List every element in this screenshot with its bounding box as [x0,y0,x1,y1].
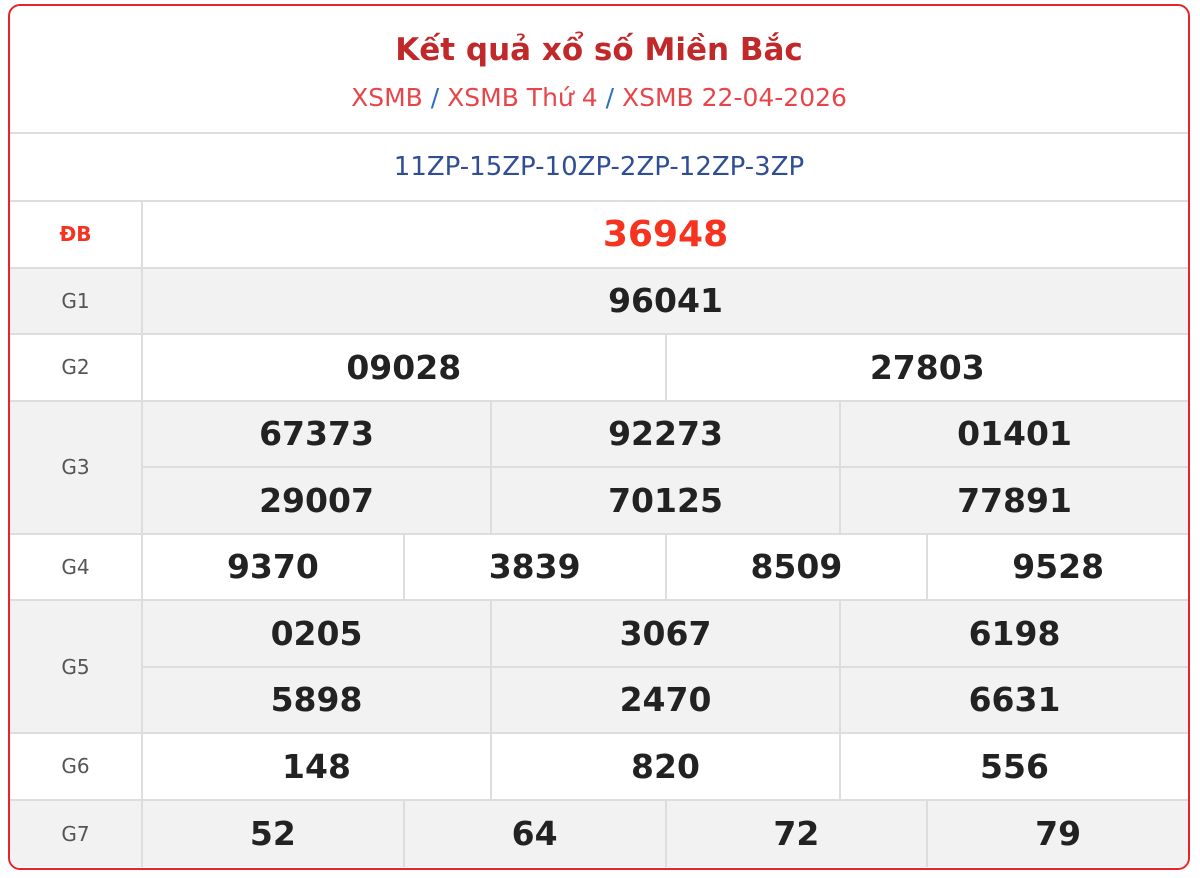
prize-values: 36948 [143,202,1188,267]
prize-number: 3839 [402,534,665,599]
prize-values: 96041 [143,269,1188,334]
prize-row-g5: G5 0205 3067 6198 5898 2470 6631 [10,601,1188,734]
prize-number: 79 [926,800,1188,867]
prize-number: 8509 [664,534,927,599]
results-card: Kết quả xổ số Miền Bắc XSMB / XSMB Thứ 4… [8,4,1190,870]
prize-label: G2 [10,335,143,400]
prize-number: 52 [249,814,296,854]
prize-number: 148 [282,746,351,786]
prize-subrow: 5898 2470 6631 [143,665,1188,732]
breadcrumb-separator: / [605,83,615,112]
prize-subrow: 0205 3067 6198 [143,601,1188,666]
prize-number: 0205 [270,613,363,653]
prize-subrow: 9370 3839 8509 9528 [143,534,1188,599]
prize-values: 148 820 556 [143,734,1188,799]
prize-row-g1: G1 96041 [10,268,1188,335]
prize-number: 5898 [270,680,363,720]
prize-number: 9528 [926,534,1188,599]
breadcrumb-link-date[interactable]: XSMB 22-04-2026 [621,83,847,112]
prize-label: G5 [10,601,143,732]
ticket-codes: 11ZP-15ZP-10ZP-2ZP-12ZP-3ZP [10,134,1188,202]
prize-number: 3067 [490,601,839,666]
prize-label: G3 [10,401,143,533]
prize-number: 92273 [490,401,839,466]
prize-number: 09028 [346,347,462,387]
prize-number: 64 [402,800,665,867]
prize-number: 96041 [608,281,723,321]
prize-subrow: 96041 [143,269,1188,334]
prize-number: 6198 [839,601,1188,666]
breadcrumb-separator: / [430,83,440,112]
prize-subrow: 148 820 556 [143,734,1188,799]
header: Kết quả xổ số Miền Bắc XSMB / XSMB Thứ 4… [10,6,1188,134]
prize-number: 2470 [490,667,839,732]
prize-row-g7: G7 52 64 72 79 [10,800,1188,867]
prize-subrow: 36948 [143,202,1188,267]
prize-label: G4 [10,534,143,599]
prize-label: ĐB [10,202,143,267]
prize-row-db: ĐB 36948 [10,202,1188,269]
prize-number: 9370 [226,547,319,587]
prize-subrow: 67373 92273 01401 [143,401,1188,466]
results-table: ĐB 36948 G1 96041 G2 09028 27803 G3 67373 92273 01… [10,202,1188,867]
prize-number: 27803 [664,335,1189,400]
prize-values: 52 64 72 79 [143,800,1188,867]
prize-number: 6631 [839,667,1188,732]
prize-number: 29007 [259,480,374,520]
prize-row-g3: G3 67373 92273 01401 29007 70125 77891 [10,401,1188,535]
prize-label: G1 [10,268,143,333]
prize-row-g2: G2 09028 27803 [10,335,1188,402]
prize-number: 70125 [490,468,839,533]
prize-subrow: 29007 70125 77891 [143,466,1188,533]
prize-number: 556 [839,734,1188,799]
prize-label: G6 [10,734,143,799]
prize-row-g4: G4 9370 3839 8509 9528 [10,534,1188,601]
page-title: Kết quả xổ số Miền Bắc [395,32,803,68]
prize-values: 67373 92273 01401 29007 70125 77891 [143,401,1188,533]
prize-number: 72 [664,800,927,867]
special-prize-number: 36948 [602,213,729,255]
prize-label: G7 [10,800,143,867]
prize-number: 67373 [259,414,374,454]
breadcrumb-link-weekday[interactable]: XSMB Thứ 4 [447,83,598,112]
prize-values: 09028 27803 [143,335,1188,400]
prize-number: 01401 [839,401,1188,466]
prize-subrow: 09028 27803 [143,335,1188,400]
prize-row-g6: G6 148 820 556 [10,734,1188,801]
prize-number: 820 [490,734,839,799]
breadcrumb: XSMB / XSMB Thứ 4 / XSMB 22-04-2026 [10,82,1188,114]
prize-number: 77891 [839,468,1188,533]
prize-values: 9370 3839 8509 9528 [143,534,1188,599]
prize-values: 0205 3067 6198 5898 2470 6631 [143,601,1188,732]
prize-subrow: 52 64 72 79 [143,800,1188,867]
breadcrumb-link-xsmb[interactable]: XSMB [351,83,423,112]
